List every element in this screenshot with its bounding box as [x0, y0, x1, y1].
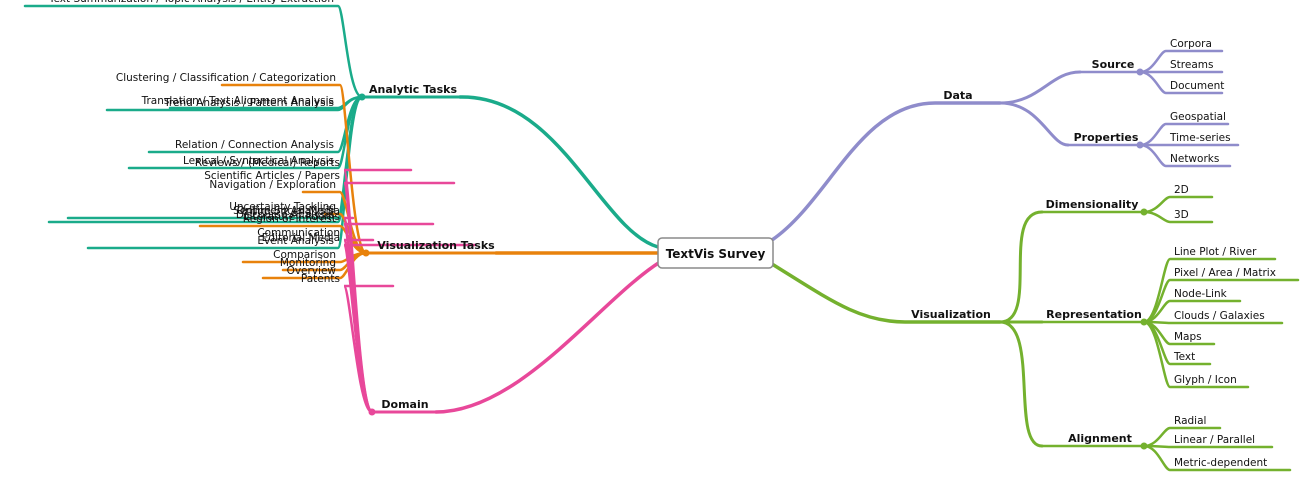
leaf-label-domain: Literature / Poems — [244, 211, 340, 223]
group-edge-data — [998, 101, 1070, 147]
leaf-label-visualization: Linear / Parallel — [1174, 434, 1255, 446]
center-node[interactable]: TextVis Survey — [657, 237, 774, 269]
branch-edge-data — [770, 101, 1002, 242]
leaf-label-domain: Reviews / (Medical) Reports — [195, 157, 340, 169]
center-node-label: TextVis Survey — [666, 247, 766, 261]
leaf-label-visualization: Pixel / Area / Matrix — [1174, 267, 1276, 279]
leaf-label-vis_tasks: Monitoring — [280, 257, 336, 269]
leaf-label-analytic: Translation / Text Alignment Analysis — [141, 95, 334, 107]
branch-edge-visualization — [770, 262, 1002, 324]
leaf-label-visualization: Maps — [1174, 331, 1202, 343]
leaf-edge-analytic — [23, 4, 364, 99]
leaf-label-vis_tasks: Overview — [287, 265, 337, 277]
branch-edge-domain — [434, 260, 662, 414]
leaf-label-visualization: Metric-dependent — [1174, 457, 1267, 469]
leaf-label-domain: Online Social Media — [237, 205, 340, 217]
leaf-label-data: Corpora — [1170, 38, 1212, 50]
leaf-label-domain: Communication — [257, 227, 340, 239]
leaf-label-data: Geospatial — [1170, 111, 1226, 123]
group-label-visualization: Representation — [1046, 308, 1142, 321]
leaf-label-domain: Patents — [301, 273, 340, 285]
leaf-label-visualization: Node-Link — [1174, 288, 1228, 300]
group-label-data: Source — [1092, 58, 1135, 71]
leaf-label-data: Streams — [1170, 59, 1213, 71]
mind-map-labels: Analytic Tasks Text Summarization / Topic… — [48, 0, 1276, 469]
leaf-label-vis_tasks: Clustering / Classification / Categoriza… — [116, 72, 336, 84]
leaf-label-visualization: Clouds / Galaxies — [1174, 310, 1265, 322]
leaf-label-analytic: Text Summarization / Topic Analysis / En… — [48, 0, 334, 5]
group-edge-data — [998, 70, 1082, 105]
leaf-label-visualization: Text — [1173, 351, 1195, 363]
leaf-edge-visualization — [1142, 444, 1292, 472]
branch-label-data: Data — [943, 89, 972, 102]
leaf-edge-visualization — [1142, 444, 1274, 449]
leaf-edge-data — [1138, 70, 1224, 95]
leaf-label-visualization: 3D — [1174, 209, 1189, 221]
leaf-edge-visualization — [1142, 320, 1284, 325]
leaf-label-visualization: Line Plot / River — [1174, 246, 1257, 258]
group-label-visualization: Dimensionality — [1046, 198, 1139, 211]
branch-edge-analytic — [458, 95, 660, 249]
leaf-edge-visualization — [1142, 320, 1250, 389]
leaf-label-visualization: Radial — [1174, 415, 1206, 427]
leaf-label-data: Networks — [1170, 153, 1219, 165]
mind-map-edges — [23, 4, 1300, 472]
leaf-label-data: Document — [1170, 80, 1224, 92]
group-label-data: Properties — [1074, 131, 1139, 144]
leaf-label-vis_tasks: Uncertainty Tackling — [229, 201, 336, 213]
leaf-label-data: Time-series — [1169, 132, 1231, 144]
leaf-label-visualization: 2D — [1174, 184, 1189, 196]
leaf-label-vis_tasks: Navigation / Exploration — [209, 179, 336, 191]
leaf-label-analytic: Discourse Analysis — [236, 209, 334, 221]
leaf-label-vis_tasks: Comparison — [273, 249, 336, 261]
group-edge-visualization — [998, 210, 1044, 324]
leaf-edge-data — [1138, 143, 1232, 168]
branch-label-visualization: Visualization — [911, 308, 991, 321]
leaf-label-domain: Scientific Articles / Papers — [204, 170, 340, 182]
branch-label-domain: Domain — [381, 398, 428, 411]
branch-label-analytic: Analytic Tasks — [369, 83, 457, 96]
leaf-edge-analytic — [168, 95, 364, 110]
leaf-edge-domain — [342, 243, 477, 414]
leaf-label-domain: Editorial Media — [262, 232, 340, 244]
group-edge-visualization — [998, 320, 1044, 448]
leaf-label-analytic: Lexical / Syntactical Analysis — [183, 155, 334, 167]
group-label-visualization: Alignment — [1068, 432, 1132, 445]
leaf-label-analytic: Event Analysis — [257, 235, 334, 247]
leaf-edge-visualization — [1142, 210, 1214, 224]
center-node-box — [657, 237, 774, 269]
leaf-label-analytic: Sentiment Analysis — [233, 205, 334, 217]
leaf-label-vis_tasks: Region of Interest — [243, 213, 336, 225]
leaf-label-analytic: Relation / Connection Analysis — [175, 139, 334, 151]
leaf-label-visualization: Glyph / Icon — [1174, 374, 1237, 386]
branch-label-vis_tasks: Visualization Tasks — [377, 239, 495, 252]
leaf-label-analytic: Trend Analysis / Pattern Analysis — [163, 97, 334, 109]
